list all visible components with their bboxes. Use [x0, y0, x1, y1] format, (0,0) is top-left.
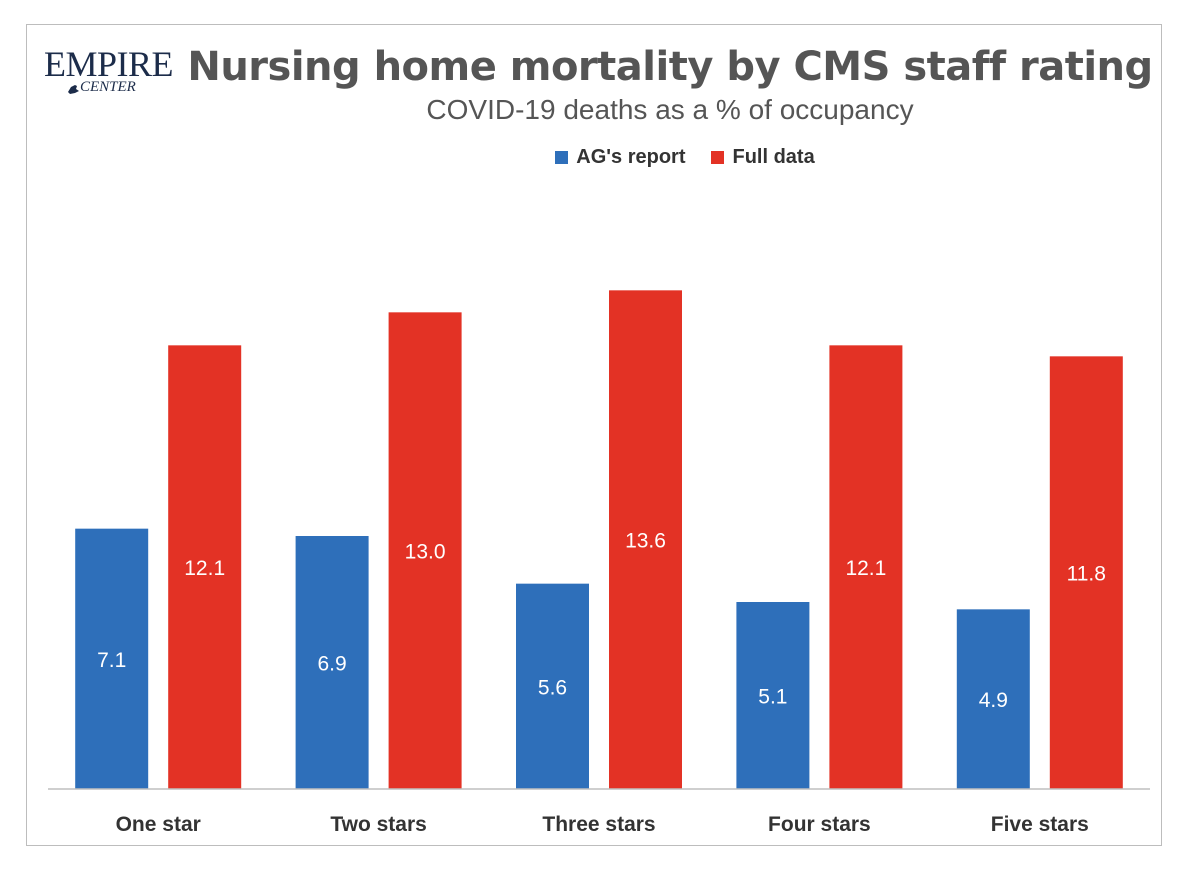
data-label-full-data-five-stars: 11.8 [1067, 563, 1106, 586]
chart-title: Nursing home mortality by CMS staff rati… [187, 44, 1153, 90]
x-tick-label-four-stars: Four stars [768, 813, 871, 836]
legend-label-full-data: Full data [732, 146, 815, 168]
legend-label-ag-report: AG's report [576, 146, 686, 168]
data-label-full-data-one-star: 12.1 [184, 557, 225, 580]
logo-subtext: CENTER [80, 79, 136, 95]
bar-ag-s-report-five-stars [956, 609, 1030, 789]
empire-center-logo: EMPIRE CENTER [44, 46, 174, 106]
bar-ag-s-report-three-stars [516, 583, 589, 789]
x-tick-label-one-star: One star [116, 813, 201, 836]
data-label-ag-s-report-four-stars: 5.1 [758, 686, 787, 709]
data-label-ag-s-report-two-stars: 6.9 [317, 653, 346, 676]
data-label-ag-s-report-five-stars: 4.9 [979, 689, 1008, 712]
x-tick-label-three-stars: Three stars [542, 813, 655, 836]
bar-ag-s-report-four-stars [736, 602, 810, 789]
new-york-state-icon [68, 85, 79, 94]
bar-ag-s-report-one-star [75, 528, 149, 789]
bar-full-data-three-stars [609, 290, 682, 789]
x-tick-label-five-stars: Five stars [991, 813, 1089, 836]
data-label-full-data-four-stars: 12.1 [845, 557, 886, 580]
x-tick-label-two-stars: Two stars [330, 813, 426, 836]
chart-legend: AG's report Full data [0, 146, 1200, 169]
data-label-full-data-two-stars: 13.0 [405, 541, 446, 564]
data-label-full-data-three-stars: 13.6 [625, 530, 666, 553]
legend-item-ag-report: AG's report [555, 146, 685, 169]
data-label-ag-s-report-three-stars: 5.6 [538, 676, 567, 699]
bar-full-data-four-stars [829, 345, 903, 789]
legend-item-full-data: Full data [711, 146, 815, 169]
data-label-ag-s-report-one-star: 7.1 [97, 649, 126, 672]
bar-ag-s-report-two-stars [295, 536, 369, 789]
bar-full-data-one-star [168, 345, 242, 789]
legend-swatch-ag-report [555, 151, 569, 164]
bar-full-data-two-stars [388, 312, 462, 789]
bar-full-data-five-stars [1049, 356, 1123, 789]
chart-subtitle: COVID-19 deaths as a % of occupancy [426, 94, 914, 125]
logo-wordmark: EMPIRE [44, 44, 174, 84]
legend-swatch-full-data [711, 151, 725, 164]
